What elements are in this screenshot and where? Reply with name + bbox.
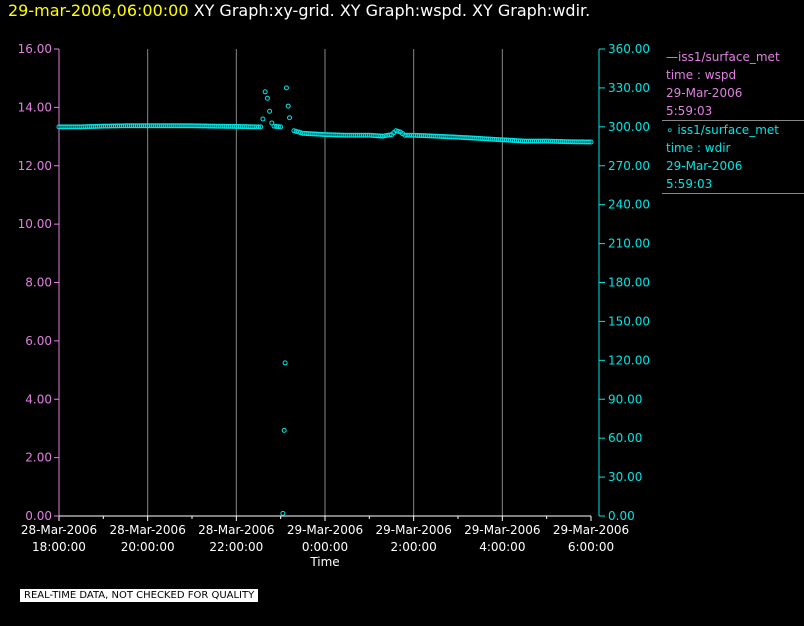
right-tick-label: 150.00 — [608, 314, 650, 328]
right-tick-label: 30.00 — [608, 470, 642, 484]
legend-wspd-source: —iss1/surface_met — [666, 50, 780, 64]
right-tick-label: 210.00 — [608, 237, 650, 251]
wdir-point — [382, 133, 388, 139]
wdir-point — [393, 128, 399, 134]
left-tick-label: 6.00 — [25, 334, 52, 348]
wdir-point — [287, 115, 293, 121]
wdir-point — [262, 89, 268, 95]
wdir-point — [258, 124, 264, 130]
x-tick-label-date: 28-Mar-2006 — [109, 523, 185, 537]
legend-wdir-time: 5:59:03 — [666, 177, 713, 191]
x-tick-label-date: 29-Mar-2006 — [375, 523, 451, 537]
wdir-point — [278, 124, 284, 130]
right-tick-label: 360.00 — [608, 42, 650, 56]
right-tick-label: 240.00 — [608, 198, 650, 212]
legend-wdir-vars: time : wdir — [666, 141, 731, 155]
axes — [54, 48, 605, 521]
wdir-point — [269, 120, 275, 126]
x-tick-label-time: 20:00:00 — [121, 540, 175, 554]
left-tick-label: 12.00 — [18, 159, 52, 173]
right-tick-label: 120.00 — [608, 353, 650, 367]
wdir-point — [282, 360, 288, 366]
x-tick-label-date: 29-Mar-2006 — [553, 523, 629, 537]
x-tick-label-time: 18:00:00 — [32, 540, 86, 554]
wdir-point — [586, 139, 592, 145]
legend-wdir-source-text: iss1/surface_met — [677, 123, 779, 137]
title-timestamp: 29-mar-2006,06:00:00 — [8, 1, 189, 20]
wdir-point — [267, 108, 273, 114]
legend-wspd-vars: time : wspd — [666, 68, 737, 82]
legend: —iss1/surface_met time : wspd 29-Mar-200… — [662, 48, 804, 194]
right-tick-label: 300.00 — [608, 120, 650, 134]
legend-wdir-date: 29-Mar-2006 — [666, 159, 743, 173]
left-tick-label: 4.00 — [25, 392, 52, 406]
wdir-point — [256, 124, 261, 130]
left-tick-label: 14.00 — [18, 100, 52, 114]
wdir-point — [588, 139, 594, 145]
wdir-point — [275, 124, 281, 130]
right-tick-label: 270.00 — [608, 159, 650, 173]
quality-disclaimer: REAL-TIME DATA, NOT CHECKED FOR QUALITY — [20, 589, 259, 602]
x-tick-label-time: 6:00:00 — [568, 540, 614, 554]
x-tick-label-time: 2:00:00 — [391, 540, 437, 554]
right-tick-label: 90.00 — [608, 392, 642, 406]
x-tick-label-date: 29-Mar-2006 — [464, 523, 540, 537]
legend-entry-wdir: ∘ iss1/surface_met time : wdir 29-Mar-20… — [662, 121, 804, 194]
x-tick-label-date: 28-Mar-2006 — [21, 523, 97, 537]
wdir-point — [283, 85, 289, 91]
circle-marker-icon: ∘ — [666, 123, 678, 137]
wdir-point — [264, 95, 270, 101]
x-tick-label-date: 28-Mar-2006 — [198, 523, 274, 537]
wdir-point — [260, 116, 266, 122]
wdir-point — [384, 132, 390, 138]
x-tick-label-date: 29-Mar-2006 — [287, 523, 363, 537]
x-tick-label-time: 4:00:00 — [479, 540, 525, 554]
left-tick-label: 16.00 — [18, 42, 52, 56]
title-graph-list: XY Graph:xy-grid. XY Graph:wspd. XY Grap… — [193, 1, 591, 20]
left-tick-label: 8.00 — [25, 276, 52, 290]
x-tick-label-time: 22:00:00 — [209, 540, 263, 554]
legend-entry-wspd: —iss1/surface_met time : wspd 29-Mar-200… — [662, 48, 804, 121]
chart-title: 29-mar-2006,06:00:00 XY Graph:xy-grid. X… — [8, 1, 590, 20]
right-tick-label: 0.00 — [608, 509, 635, 523]
wdir-point — [291, 128, 297, 134]
x-tick-label-time: 0:00:00 — [302, 540, 348, 554]
wdir-point — [395, 128, 401, 134]
wdir-series — [56, 85, 594, 516]
vertical-grid — [147, 49, 503, 516]
wdir-point — [285, 103, 291, 109]
wdir-point — [293, 128, 299, 134]
right-tick-label: 330.00 — [608, 81, 650, 95]
wdir-point — [386, 132, 392, 138]
wdir-point — [280, 510, 286, 516]
legend-wspd-time: 5:59:03 — [666, 104, 713, 118]
legend-wdir-source: ∘ iss1/surface_met — [666, 121, 804, 139]
wdir-point — [281, 427, 287, 433]
wdir-point — [295, 129, 301, 135]
left-tick-label: 2.00 — [25, 451, 52, 465]
right-tick-label: 180.00 — [608, 276, 650, 290]
left-tick-label: 0.00 — [25, 509, 52, 523]
wdir-point — [380, 133, 386, 139]
legend-wspd-date: 29-Mar-2006 — [666, 86, 743, 100]
axis-labels: 28-Mar-2006 18:00:00 28-Mar-2006 20:00:00 28… — [18, 42, 650, 569]
right-tick-label: 60.00 — [608, 431, 642, 445]
x-axis-label: Time — [309, 555, 339, 569]
left-tick-label: 10.00 — [18, 217, 52, 231]
